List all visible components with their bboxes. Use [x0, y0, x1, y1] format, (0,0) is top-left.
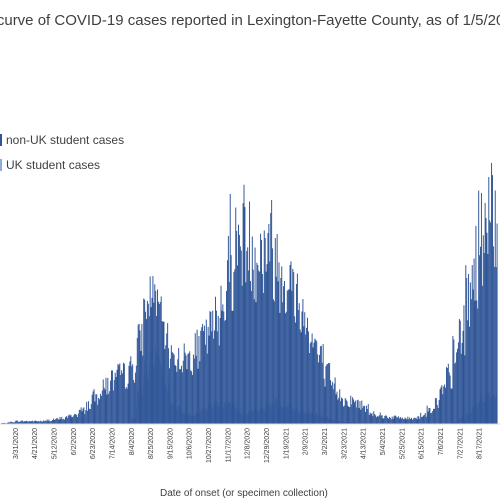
x-tick-label: 7/6/2021	[438, 428, 445, 455]
chart-title: Epi curve of COVID-19 cases reported in …	[0, 12, 500, 29]
x-tick-label: 5/25/2021	[399, 428, 406, 459]
x-tick-label: 4/13/2021	[361, 428, 368, 459]
x-tick-label: 3/31/2020	[13, 428, 20, 459]
x-tick-label: 10/6/2020	[187, 428, 194, 459]
legend-swatch-non-uk	[0, 134, 2, 146]
x-tick-label: 9/15/2020	[167, 428, 174, 459]
x-tick-label: 5/12/2020	[51, 428, 58, 459]
x-tick-label: 3/23/2021	[341, 428, 348, 459]
x-tick-label: 7/27/2021	[457, 428, 464, 459]
x-tick-label: 11/17/2020	[225, 428, 232, 463]
x-tick-label: 8/4/2020	[129, 428, 136, 455]
x-tick-label: 3/2/2021	[322, 428, 329, 455]
legend: non-UK student cases UK student cases	[0, 133, 124, 172]
x-tick-label: 6/15/2021	[419, 428, 426, 459]
x-tick-labels: 3/31/2020 4/21/2020 5/12/2020 6/2/2020 6/23/…	[13, 428, 484, 463]
non-uk-series-bars	[1, 163, 498, 424]
x-tick-label: 6/23/2020	[90, 428, 97, 459]
x-tick-label: 10/27/2020	[206, 428, 213, 463]
x-axis-label: Date of onset (or specimen collection)	[160, 488, 328, 499]
x-tick-label: 8/17/2021	[477, 428, 484, 459]
x-tick-label: 7/14/2020	[109, 428, 116, 459]
x-tick-label: 2/9/2021	[303, 428, 310, 455]
legend-label-non-uk: non-UK student cases	[6, 133, 124, 147]
x-tick-label: 5/4/2021	[380, 428, 387, 455]
x-tick-label: 12/8/2020	[245, 428, 252, 459]
x-tick-label: 8/25/2020	[148, 428, 155, 459]
legend-label-uk: UK student cases	[6, 158, 100, 172]
x-tick-label: 12/29/2020	[264, 428, 271, 463]
legend-swatch-uk	[0, 159, 2, 171]
x-tick-label: 6/2/2020	[71, 428, 78, 455]
x-tick-label: 4/21/2020	[32, 428, 39, 459]
x-tick-label: 1/19/2021	[283, 428, 290, 459]
